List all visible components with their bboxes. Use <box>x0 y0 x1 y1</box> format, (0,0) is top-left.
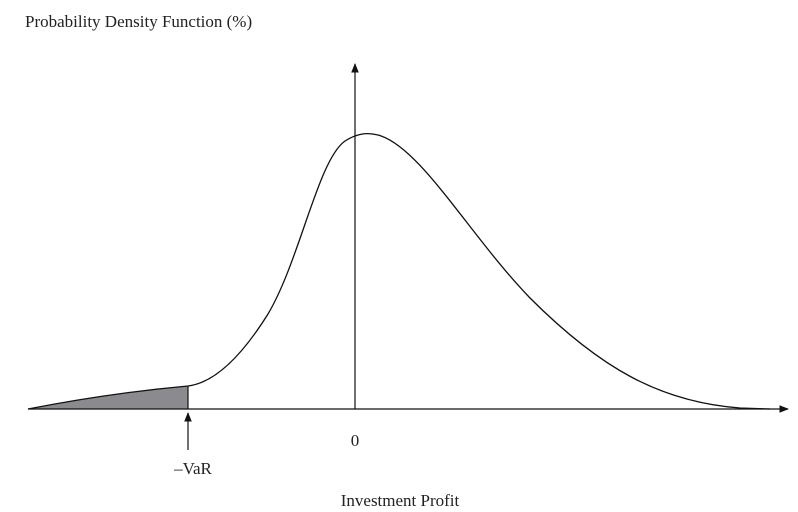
zero-label: 0 <box>351 431 360 450</box>
x-axis-label: Investment Profit <box>341 491 460 510</box>
var-label: –VaR <box>173 459 212 478</box>
var-tail-area <box>28 386 188 409</box>
density-curve <box>27 133 771 410</box>
y-axis-label: Probability Density Function (%) <box>25 12 252 31</box>
